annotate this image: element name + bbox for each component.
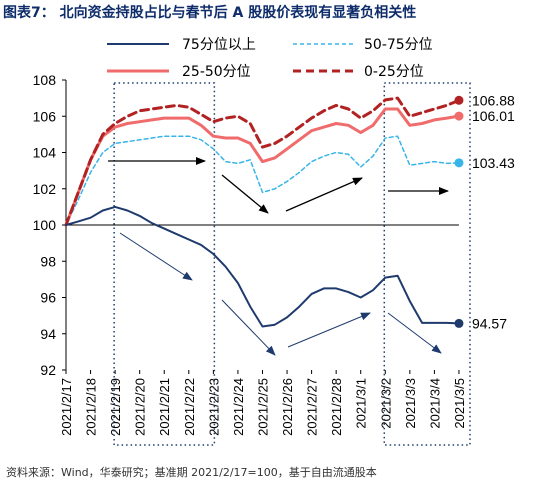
x-tick-label: 2021/2/24 xyxy=(231,378,246,436)
legend-label: 0-25分位 xyxy=(364,64,424,80)
x-tick-label: 2021/3/5 xyxy=(452,378,467,429)
x-tick-label: 2021/2/22 xyxy=(182,378,197,436)
legend-label: 25-50分位 xyxy=(182,64,251,80)
legend-label: 50-75分位 xyxy=(364,37,433,53)
series-end-marker xyxy=(454,318,464,328)
x-tick-label: 2021/3/2 xyxy=(378,378,393,429)
data-label: 106.01 xyxy=(472,108,515,124)
y-tick-label: 104 xyxy=(33,145,57,161)
x-tick-label: 2021/2/19 xyxy=(108,378,123,436)
x-tick-label: 2021/2/25 xyxy=(255,378,270,436)
y-tick-label: 100 xyxy=(33,217,57,233)
highlight-box-2 xyxy=(383,82,471,446)
y-tick-label: 94 xyxy=(40,326,56,342)
x-tick-label: 2021/2/18 xyxy=(84,378,99,436)
x-tick-label: 2021/2/26 xyxy=(280,378,295,436)
data-label: 94.57 xyxy=(472,315,507,331)
legend-label: 75分位以上 xyxy=(182,37,256,53)
series-line-0 xyxy=(65,205,460,328)
x-tick-label: 2021/2/17 xyxy=(59,378,74,436)
data-label: 106.88 xyxy=(472,92,515,108)
y-tick-label: 108 xyxy=(33,72,57,88)
trend-arrow-lower-3 xyxy=(387,312,442,354)
y-tick-label: 98 xyxy=(40,253,56,269)
series-end-marker xyxy=(454,111,464,121)
data-label: 103.43 xyxy=(472,155,515,171)
y-tick-label: 102 xyxy=(33,181,57,197)
highlight-box-1 xyxy=(113,82,216,446)
y-tick-label: 92 xyxy=(40,362,56,378)
series-end-marker xyxy=(454,95,464,105)
x-tick-label: 2021/3/1 xyxy=(354,378,369,429)
trend-arrow-lower-0 xyxy=(119,232,193,281)
y-tick-label: 106 xyxy=(33,108,57,124)
series-line-2 xyxy=(64,107,461,227)
series-end-marker xyxy=(454,158,464,168)
trend-arrow-lower-1 xyxy=(221,299,276,356)
source-note: 资料来源：Wind，华泰研究；基准期 2021/2/17=100，基于自由流通股… xyxy=(6,466,377,479)
x-tick-label: 2021/2/21 xyxy=(157,378,172,436)
x-tick-label: 2021/2/27 xyxy=(305,378,320,436)
trend-arrow-upper-1 xyxy=(221,174,269,214)
x-tick-label: 2021/3/3 xyxy=(403,378,418,429)
trend-arrow-upper-2 xyxy=(285,177,363,212)
trend-arrow-lower-2 xyxy=(287,312,371,348)
figure-title: 图表7： 北向资金持股占比与春节后 A 股股价表现有显著负相关性 xyxy=(3,5,417,21)
series-line-3 xyxy=(64,96,461,227)
series-line-1 xyxy=(65,135,460,226)
y-tick-label: 96 xyxy=(40,290,56,306)
x-tick-label: 2021/3/4 xyxy=(427,378,442,429)
x-tick-label: 2021/2/20 xyxy=(133,378,148,436)
x-tick-label: 2021/2/28 xyxy=(329,378,344,436)
